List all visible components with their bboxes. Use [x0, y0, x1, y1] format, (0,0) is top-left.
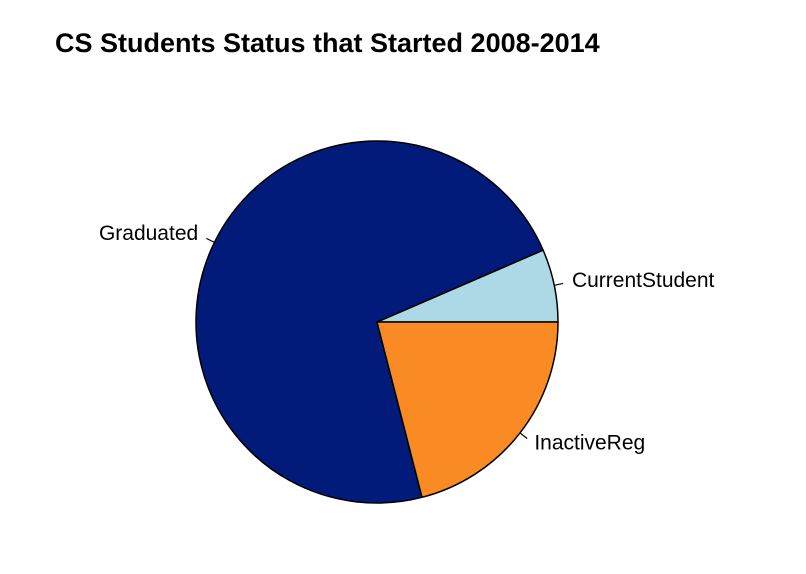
slice-label-currentstudent: CurrentStudent: [572, 269, 715, 292]
label-tick-inactivereg: [519, 432, 528, 439]
pie-slices: [195, 140, 559, 504]
label-tick-graduated: [206, 237, 215, 243]
label-tick-currentstudent: [554, 282, 564, 286]
chart-title: CS Students Status that Started 2008-201…: [55, 28, 600, 58]
slice-label-graduated: Graduated: [99, 222, 198, 245]
pie-slice-graduated: [195, 140, 544, 504]
pie-labels: CurrentStudent Graduated InactiveReg: [99, 222, 715, 455]
slice-label-inactivereg: InactiveReg: [534, 432, 645, 455]
